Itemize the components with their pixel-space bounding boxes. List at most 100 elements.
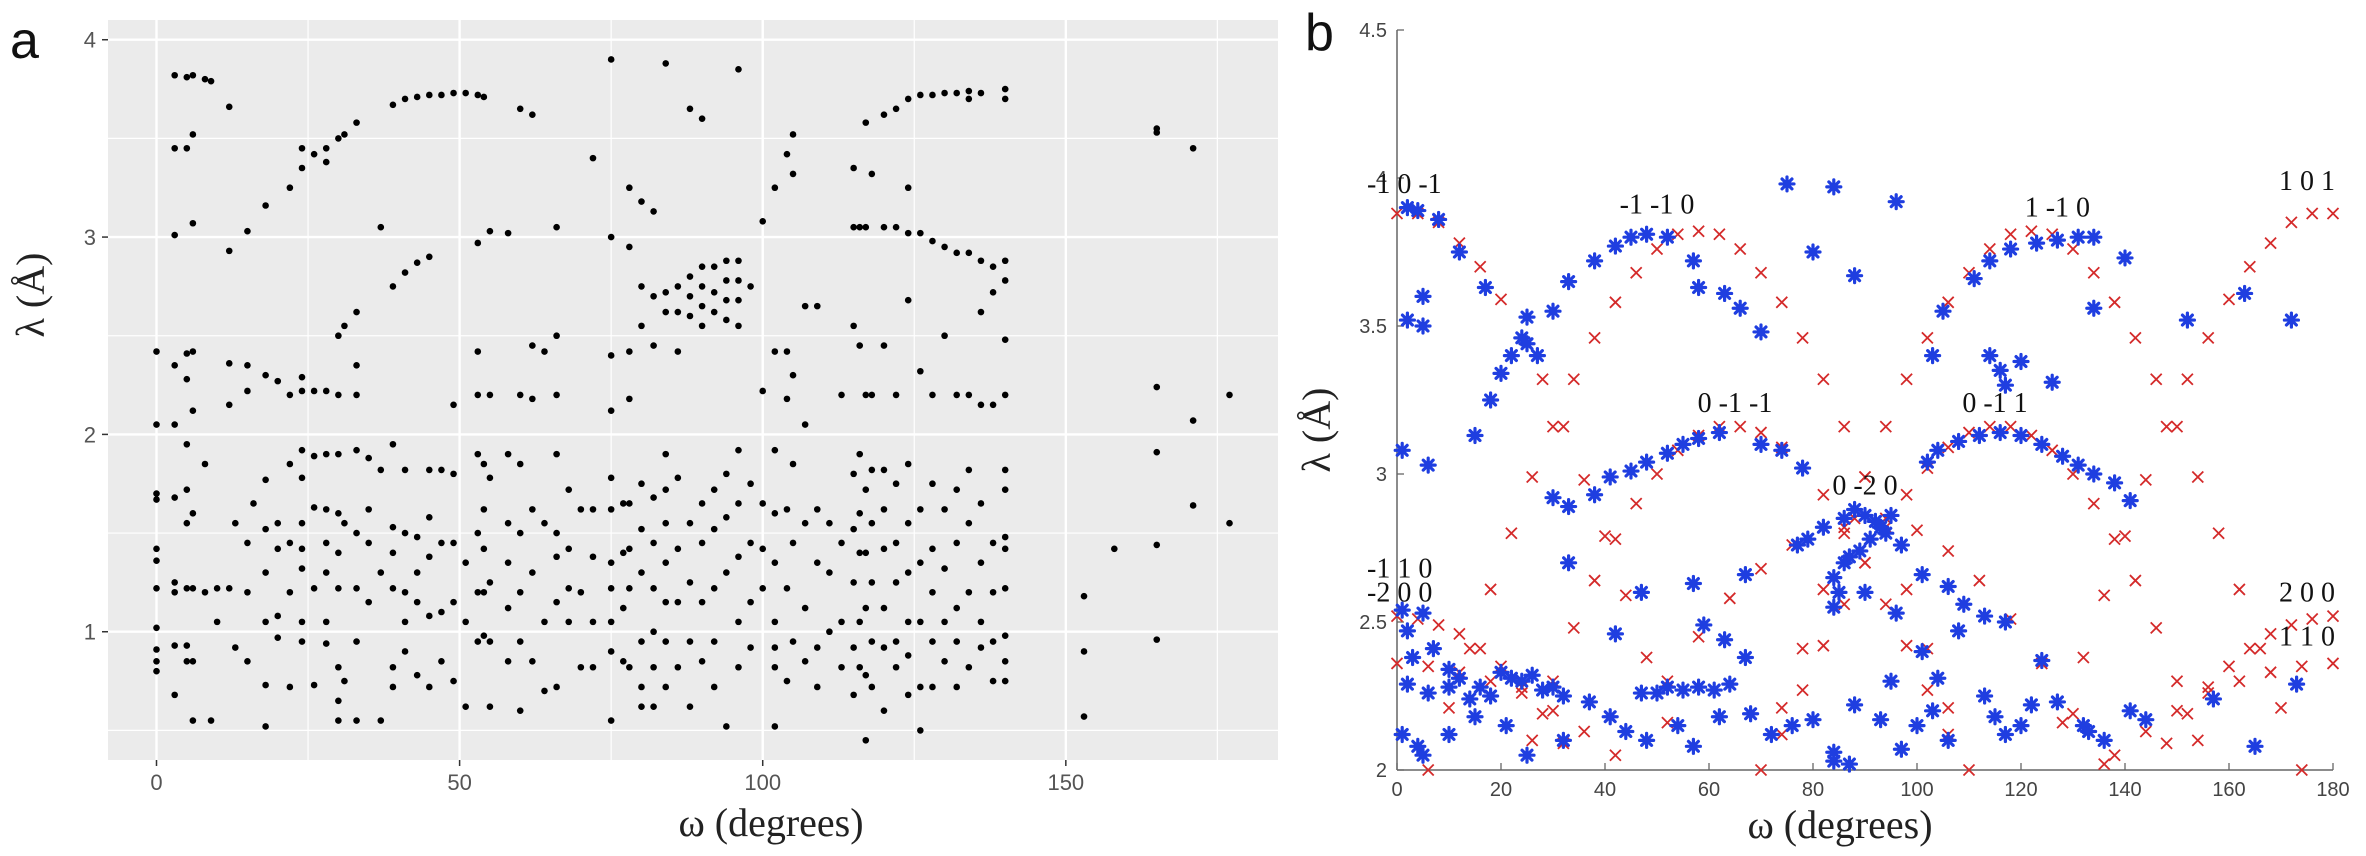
panel-b-observed-marker	[1461, 690, 1479, 708]
panel-a-data-point	[686, 638, 694, 645]
panel-b-observed-marker	[1742, 705, 1760, 723]
panel-a-data-point	[953, 539, 961, 547]
panel-a-y-axis-label: λ (Å)	[8, 253, 53, 338]
panel-a-data-point	[892, 579, 900, 586]
panel-a-data-point	[480, 632, 488, 639]
panel-a-data-point	[880, 342, 888, 349]
panel-b-calculated-marker	[1817, 583, 1830, 596]
panel-a-data-point	[1080, 713, 1088, 720]
panel-b-observed-marker	[1424, 640, 1442, 658]
panel-b-observed-marker	[1466, 708, 1484, 726]
panel-a-data-point	[474, 239, 482, 247]
panel-a-data-point	[1001, 545, 1009, 553]
panel-b-observed-marker	[1393, 601, 1411, 619]
panel-b-calculated-marker	[1588, 574, 1601, 587]
panel-a-data-point	[1153, 448, 1161, 456]
panel-b-calculated-marker	[2025, 225, 2038, 238]
panel-b-y-tick-label: 2.5	[1359, 612, 1387, 634]
panel-a-data-point	[353, 362, 360, 369]
panel-a-data-point	[904, 691, 912, 699]
panel-a-data-point	[244, 227, 251, 235]
panel-b-x-tick-label: 120	[2004, 779, 2037, 801]
panel-b-observed-marker	[1846, 696, 1864, 714]
panel-a-data-point	[504, 658, 512, 665]
panel-b-ticks: 0 20 40 60 80 100 120 140 160 180 2 2.5 3 3.5 4 4.5	[1359, 20, 2350, 801]
panel-a-data-point	[626, 348, 633, 355]
panel-b-observed-marker	[1804, 243, 1822, 261]
panel-b-calculated-marker	[2160, 737, 2173, 750]
panel-a-data-point	[880, 545, 888, 553]
panel-a-data-point	[868, 170, 876, 178]
panel-a-data-point	[286, 184, 294, 192]
panel-a-data-point	[953, 249, 961, 257]
panel-a-data-point	[674, 598, 682, 606]
panel-b-calculated-marker	[1536, 707, 1549, 720]
panel-b-observed-marker	[1856, 506, 1874, 525]
panel-b-calculated-marker	[1754, 266, 1768, 279]
panel-b-calculated-marker	[2108, 532, 2121, 546]
panel-b-calculated-marker	[1609, 532, 1622, 546]
panel-a-data-point	[856, 618, 864, 626]
panel-a-data-point	[856, 342, 864, 349]
panel-a-data-point	[686, 105, 694, 113]
panel-b-observed-marker	[1814, 518, 1832, 536]
panel-a-data-point	[377, 466, 385, 474]
panel-a-data-point	[638, 638, 645, 645]
panel-b-y-tick-label: 3	[1376, 464, 1387, 486]
panel-a-data-point	[698, 115, 706, 122]
panel-b-calculated-marker	[2129, 331, 2142, 344]
panel-a-data-point	[1189, 417, 1197, 424]
panel-a-data-point	[892, 663, 900, 671]
panel-a-data-point	[504, 450, 512, 458]
panel-b-calculated-marker	[1463, 642, 1476, 655]
panel-a-data-point	[862, 604, 870, 612]
panel-b: b 0 20 40 60 80 100 120 140 160 180 2 2.5 3 3.5 4 4.5 -…	[1294, 4, 2350, 847]
panel-a-data-point	[565, 618, 573, 626]
panel-a-data-point	[977, 500, 985, 507]
panel-b-x-tick-label: 140	[2108, 779, 2141, 801]
panel-a-data-point	[892, 391, 900, 399]
panel-a-data-point	[438, 466, 445, 474]
panel-a-data-point	[989, 677, 997, 685]
panel-a-data-point	[977, 644, 985, 651]
panel-b-observed-marker	[1846, 267, 1864, 285]
panel-b-observed-marker	[1622, 228, 1640, 246]
panel-a-data-point	[153, 624, 160, 632]
panel-a-data-point	[353, 585, 360, 592]
panel-a-data-point	[953, 604, 961, 612]
panel-b-calculated-marker	[1983, 242, 1996, 256]
panel-b-observed-marker	[1736, 566, 1754, 584]
panel-a-data-point	[262, 569, 269, 576]
panel-a-data-point	[274, 612, 282, 620]
panel-a-data-point	[286, 391, 294, 399]
panel-a-data-point	[638, 703, 645, 711]
panel-a-data-point	[183, 73, 191, 81]
panel-a-data-point	[626, 243, 633, 251]
panel-a-data-point	[868, 638, 876, 645]
panel-b-calculated-marker	[1546, 420, 1560, 433]
panel-b-observed-marker	[2033, 651, 2051, 670]
panel-b-calculated-marker	[2326, 609, 2340, 623]
panel-b-calculated-marker	[1817, 488, 1830, 501]
panel-a-data-point	[904, 296, 912, 304]
panel-a-data-point	[813, 644, 821, 651]
panel-a-data-point	[262, 525, 269, 533]
panel-a-data-point	[541, 687, 548, 695]
panel-a-data-point	[153, 490, 160, 497]
panel-a-data-point	[480, 506, 488, 513]
panel-a-data-point	[589, 618, 597, 626]
panel-a-data-point	[353, 638, 360, 645]
panel-b-calculated-marker	[1692, 225, 1705, 238]
panel-b-observed-marker	[1970, 426, 1988, 445]
panel-a-data-point	[486, 227, 494, 235]
panel-b-observed-marker	[1840, 755, 1858, 773]
panel-a-data-point	[650, 663, 657, 671]
panel-a-data-point	[189, 348, 197, 355]
panel-b-observed-marker	[1414, 317, 1432, 335]
panel-b-observed-marker	[1825, 569, 1843, 587]
panel-b-calculated-marker	[1796, 683, 1809, 697]
panel-a-data-point	[274, 519, 282, 527]
panel-a-data-point	[771, 510, 779, 517]
panel-b-observed-marker	[1606, 237, 1624, 255]
panel-a-data-point	[413, 93, 421, 101]
